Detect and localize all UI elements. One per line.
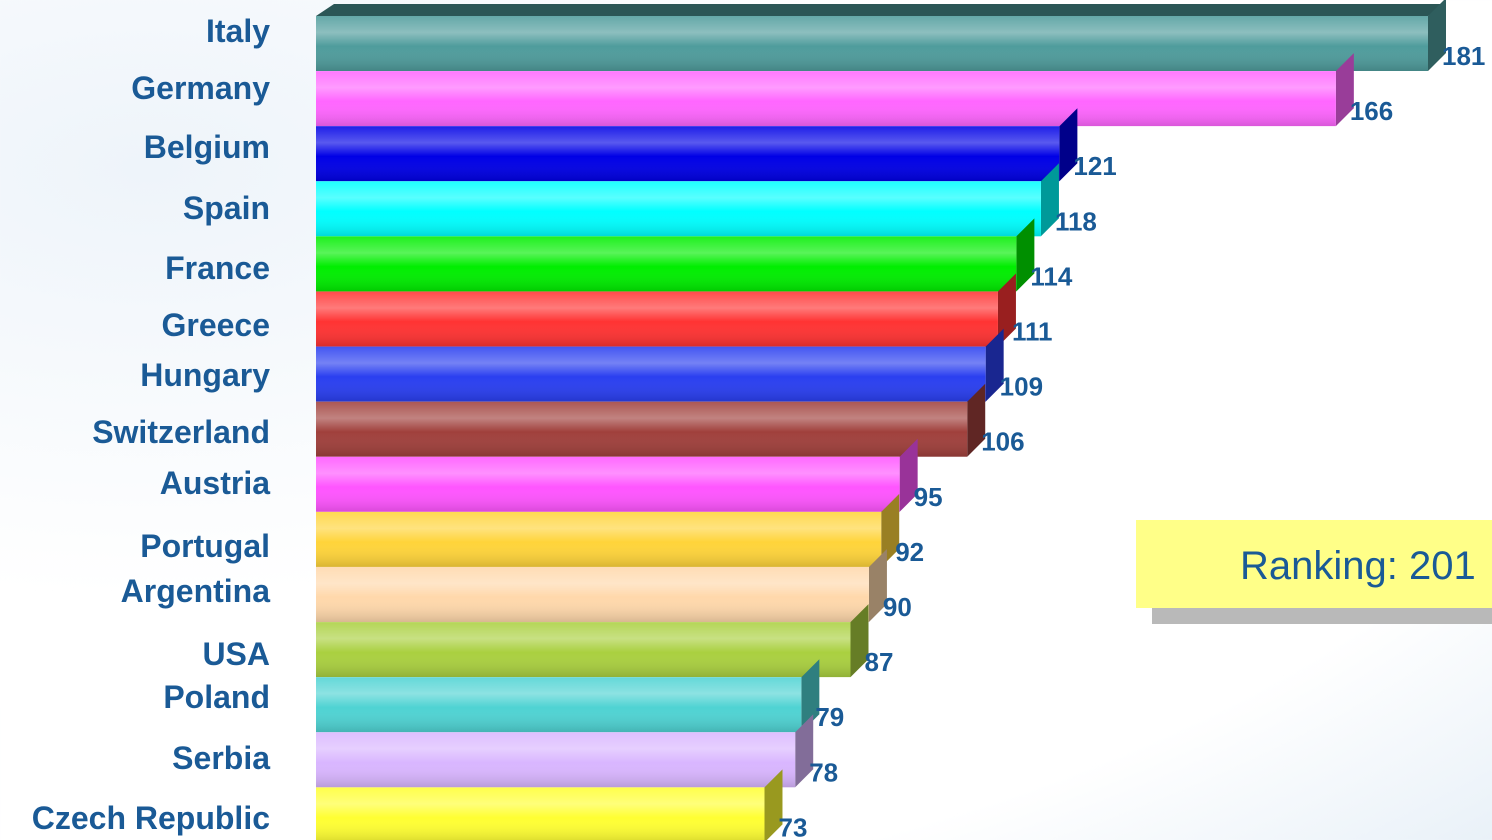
bar-side-hungary (985, 328, 1004, 402)
value-label-italy: 181 (1442, 41, 1485, 71)
bar-side-argentina (868, 549, 887, 622)
value-label-argentina: 90 (883, 592, 912, 622)
category-label-usa: USA (202, 636, 270, 672)
bar-shine-italy (316, 16, 1428, 71)
value-label-usa: 87 (864, 647, 893, 677)
bar-shine-greece (316, 291, 998, 347)
bar-top-italy (316, 4, 1446, 16)
bar-shine-czech-republic (316, 787, 765, 840)
category-label-argentina: Argentina (121, 573, 271, 609)
value-label-serbia: 78 (809, 757, 838, 787)
category-label-austria: Austria (160, 465, 270, 501)
bar-side-austria (899, 438, 918, 512)
category-label-greece: Greece (161, 307, 270, 343)
category-label-serbia: Serbia (172, 740, 270, 776)
bar-side-poland (801, 659, 820, 733)
bar-side-serbia (795, 714, 814, 788)
bar-shine-hungary (316, 346, 986, 402)
value-label-spain: 118 (1055, 206, 1097, 236)
bar-side-portugal (881, 493, 900, 567)
category-label-portugal: Portugal (140, 528, 270, 564)
value-label-germany: 166 (1350, 96, 1393, 126)
category-label-spain: Spain (183, 190, 270, 226)
category-label-france: France (165, 250, 270, 286)
category-label-czech-republic: Czech Republic (32, 800, 270, 836)
bar-shine-germany (316, 71, 1336, 127)
value-label-austria: 95 (914, 482, 943, 512)
category-label-italy: Italy (206, 13, 270, 49)
bar-shine-belgium (316, 126, 1060, 182)
bar-side-usa (850, 604, 869, 678)
bar-shine-spain (316, 181, 1041, 237)
bar-shine-portugal (316, 511, 882, 567)
bar-shine-austria (316, 456, 900, 512)
value-label-greece: 111 (1012, 317, 1053, 347)
value-label-belgium: 121 (1073, 151, 1116, 181)
value-label-poland: 79 (815, 702, 844, 732)
value-label-portugal: 92 (895, 537, 924, 567)
bar-side-germany (1335, 53, 1354, 127)
bar-shine-serbia (316, 732, 796, 788)
bar-side-czech-republic (764, 769, 783, 840)
bar-shine-poland (316, 677, 802, 733)
value-label-hungary: 109 (1000, 372, 1043, 402)
bar-side-france (1016, 218, 1035, 292)
value-label-france: 114 (1030, 261, 1072, 291)
bar-side-greece (997, 273, 1016, 347)
category-label-germany: Germany (131, 70, 270, 106)
bar-shine-switzerland (316, 401, 968, 457)
bar-side-spain (1040, 163, 1059, 237)
bar-side-belgium (1059, 108, 1078, 182)
bar-side-italy (1428, 0, 1446, 71)
value-label-switzerland: 106 (981, 427, 1024, 457)
ranking-text: Ranking: 201 (1240, 544, 1476, 588)
category-label-poland: Poland (163, 679, 270, 715)
value-label-czech-republic: 73 (778, 812, 807, 840)
bar-side-switzerland (967, 383, 986, 457)
category-label-switzerland: Switzerland (92, 414, 270, 450)
category-label-belgium: Belgium (144, 129, 270, 165)
ranking-annotation: Ranking: 201 (1136, 520, 1492, 608)
category-label-hungary: Hungary (140, 357, 270, 393)
bar-shine-argentina (316, 567, 869, 622)
bars-group (316, 0, 1446, 840)
labels-group: Italy 181 Germany 166 Belgium 121 Spain 118 Fran… (32, 13, 1486, 840)
bar-shine-france (316, 236, 1017, 292)
bar-shine-usa (316, 622, 851, 678)
